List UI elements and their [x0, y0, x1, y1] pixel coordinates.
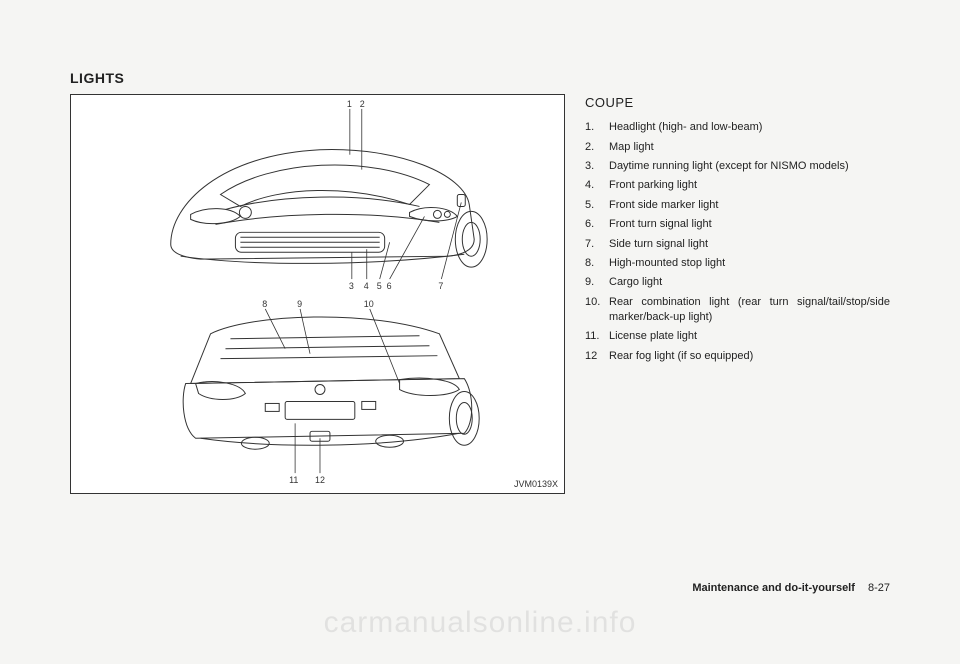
- item-text: Headlight (high- and low-beam): [609, 120, 890, 135]
- list-item: 1.Headlight (high- and low-beam): [585, 120, 890, 135]
- list-item: 10.Rear combination light (rear turn sig…: [585, 295, 890, 326]
- item-num: 2.: [585, 140, 609, 155]
- item-text: Rear combination light (rear turn signal…: [609, 295, 890, 326]
- list-item: 8.High-mounted stop light: [585, 256, 890, 271]
- item-text: Side turn signal light: [609, 237, 890, 252]
- list-item: 5.Front side marker light: [585, 198, 890, 213]
- item-text: Map light: [609, 140, 890, 155]
- footer-pageno: 8-27: [868, 582, 890, 594]
- right-column: COUPE 1.Headlight (high- and low-beam) 2…: [585, 94, 890, 368]
- list-item: 11.License plate light: [585, 329, 890, 344]
- item-text: License plate light: [609, 329, 890, 344]
- item-num: 4.: [585, 178, 609, 193]
- watermark: carmanualsonline.info: [324, 606, 637, 640]
- callout-3: 3: [349, 281, 354, 291]
- item-text: High-mounted stop light: [609, 256, 890, 271]
- item-num: 12: [585, 349, 609, 364]
- callout-2: 2: [360, 99, 365, 109]
- callout-6: 6: [387, 281, 392, 291]
- subsection-title: COUPE: [585, 94, 890, 112]
- callout-8: 8: [262, 299, 267, 309]
- list-item: 3.Daytime running light (except for NISM…: [585, 159, 890, 174]
- item-text: Front side marker light: [609, 198, 890, 213]
- section-title: LIGHTS: [70, 70, 890, 86]
- item-num: 11.: [585, 329, 609, 344]
- callout-10: 10: [364, 299, 374, 309]
- item-text: Daytime running light (except for NISMO …: [609, 159, 890, 174]
- item-num: 1.: [585, 120, 609, 135]
- item-num: 8.: [585, 256, 609, 271]
- list-item: 2.Map light: [585, 140, 890, 155]
- car-diagram-svg: 1 2 3 4 5 6 7: [71, 95, 564, 493]
- callout-9: 9: [297, 299, 302, 309]
- item-num: 10.: [585, 295, 609, 326]
- item-text: Front turn signal light: [609, 217, 890, 232]
- light-list: 1.Headlight (high- and low-beam) 2.Map l…: [585, 120, 890, 364]
- figure-box: 1 2 3 4 5 6 7: [70, 94, 565, 494]
- callout-1: 1: [347, 99, 352, 109]
- item-num: 7.: [585, 237, 609, 252]
- item-num: 5.: [585, 198, 609, 213]
- item-text: Front parking light: [609, 178, 890, 193]
- item-num: 6.: [585, 217, 609, 232]
- page-footer: Maintenance and do-it-yourself 8-27: [692, 582, 890, 594]
- item-text: Rear fog light (if so equipped): [609, 349, 890, 364]
- footer-label: Maintenance and do-it-yourself: [692, 582, 855, 594]
- list-item: 12Rear fog light (if so equipped): [585, 349, 890, 364]
- callout-5: 5: [377, 281, 382, 291]
- list-item: 6.Front turn signal light: [585, 217, 890, 232]
- content-row: 1 2 3 4 5 6 7: [70, 94, 890, 494]
- item-num: 9.: [585, 275, 609, 290]
- list-item: 7.Side turn signal light: [585, 237, 890, 252]
- callout-7: 7: [438, 281, 443, 291]
- figure-code: JVM0139X: [514, 479, 558, 489]
- page-content: LIGHTS: [70, 70, 890, 594]
- list-item: 9.Cargo light: [585, 275, 890, 290]
- callout-4: 4: [364, 281, 369, 291]
- item-text: Cargo light: [609, 275, 890, 290]
- callout-12: 12: [315, 475, 325, 485]
- list-item: 4.Front parking light: [585, 178, 890, 193]
- callout-11: 11: [289, 475, 298, 485]
- item-num: 3.: [585, 159, 609, 174]
